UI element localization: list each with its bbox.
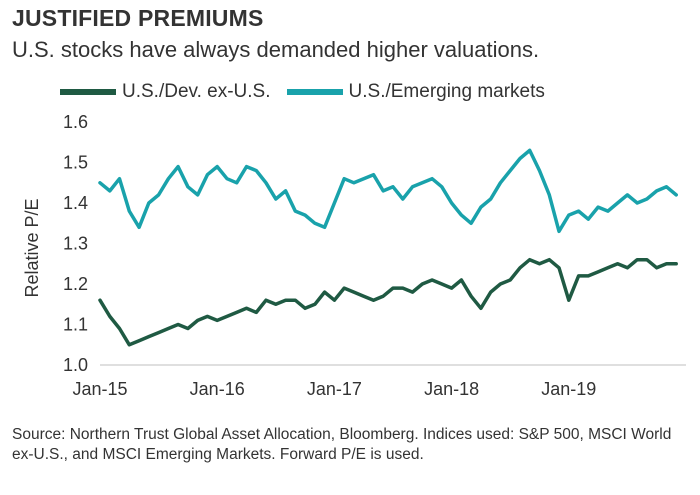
series-line-us-dev [98, 257, 678, 347]
x-tick-label: Jan-17 [307, 379, 362, 399]
y-tick-label: 1.5 [63, 153, 88, 173]
legend-swatch-us-dev [60, 89, 116, 95]
source-footnote: Source: Northern Trust Global Asset Allo… [12, 426, 672, 463]
chart-subtitle: U.S. stocks have always demanded higher … [12, 37, 540, 62]
y-tick-label: 1.4 [63, 193, 88, 213]
series-line-us-em [98, 148, 678, 234]
legend-label-us-dev: U.S./Dev. ex-U.S. [122, 81, 271, 102]
y-tick-label: 1.1 [63, 315, 88, 335]
legend-item-us-dev: U.S./Dev. ex-U.S. [60, 81, 271, 103]
y-tick-label: 1.2 [63, 274, 88, 294]
x-tick-label: Jan-19 [541, 379, 596, 399]
y-tick-label: 1.6 [63, 112, 88, 132]
y-tick-label: 1.3 [63, 234, 88, 254]
x-tick-label: Jan-15 [72, 379, 127, 399]
legend-item-us-em: U.S./Emerging markets [286, 81, 545, 103]
y-axis-label: Relative P/E [22, 198, 42, 297]
legend-swatch-us-em [286, 89, 343, 95]
y-tick-label: 1.0 [63, 355, 88, 375]
legend-label-us-em: U.S./Emerging markets [348, 81, 545, 102]
x-tick-label: Jan-18 [424, 379, 479, 399]
x-tick-label: Jan-16 [190, 379, 245, 399]
chart-legend: U.S./Dev. ex-U.S. U.S./Emerging markets [60, 80, 561, 104]
chart-title: JUSTIFIED PREMIUMS [12, 5, 264, 31]
line-chart: 1.0 1.1 1.2 1.3 1.4 1.5 1.6 Jan-15 Jan-16 Jan-17 J… [22, 112, 686, 399]
